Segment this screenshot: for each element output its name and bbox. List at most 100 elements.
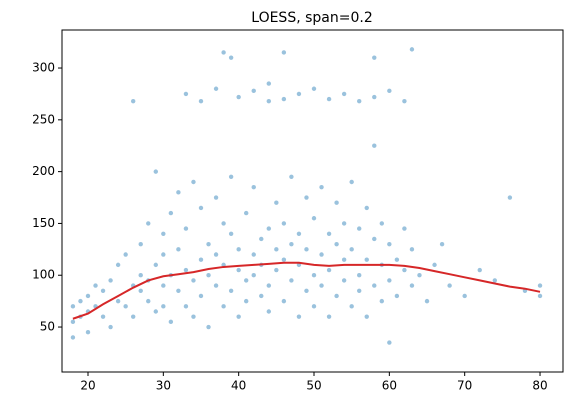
point [477,267,482,273]
point [244,210,249,216]
point [70,319,76,325]
point [357,273,362,278]
point [93,283,98,288]
point [130,98,136,104]
point [123,304,128,309]
point [341,91,347,97]
point [198,98,204,104]
point [387,88,392,94]
point [213,195,219,200]
point [161,304,166,309]
point [244,278,249,283]
point [213,86,219,91]
point [183,91,189,97]
point [379,221,385,226]
point [259,236,264,242]
x-tick-label: 80 [532,379,547,393]
y-tick-label: 250 [32,112,55,126]
point [409,283,415,288]
point [311,304,317,309]
point [349,179,354,185]
point [161,231,166,236]
point [304,195,309,200]
point [191,278,196,283]
point [228,55,234,60]
point [379,298,385,304]
x-tick-label: 30 [156,379,171,393]
point [221,304,226,309]
point [387,278,392,283]
point [251,273,256,278]
point [296,314,302,319]
point [236,314,241,319]
point [138,241,143,247]
point [70,304,76,309]
point [326,314,332,319]
point [266,98,272,104]
point [372,283,377,288]
point [289,241,294,247]
point [402,98,407,104]
x-tick-label: 20 [80,379,95,393]
point [274,267,279,273]
point [387,241,392,247]
y-tick-label: 200 [32,164,55,178]
point [213,252,219,257]
point [228,288,234,293]
point [138,273,143,278]
point [115,262,121,268]
point [266,283,272,288]
point [183,267,189,273]
point [176,288,181,293]
point [507,195,513,200]
x-tick-label: 60 [382,379,397,393]
point [462,293,467,299]
point [85,330,91,335]
point [183,226,189,231]
point [296,91,302,97]
point [85,293,91,299]
point [289,278,294,283]
point [161,283,166,288]
point [357,288,362,293]
point [402,267,407,273]
point [176,190,181,195]
point [259,293,264,299]
point [281,257,287,262]
point [176,247,181,252]
point [123,252,128,257]
point [372,94,377,100]
point [409,47,415,52]
point [372,143,377,148]
point [244,298,249,304]
y-tick-label: 50 [40,320,55,334]
point [100,288,106,293]
point [334,293,339,299]
point [394,293,400,299]
point [108,278,113,283]
point [334,241,339,247]
x-tick-label: 70 [457,379,472,393]
point [70,335,76,340]
point [319,252,324,257]
point [341,221,347,226]
point [100,314,106,319]
point [372,55,377,60]
point [198,205,204,211]
point [191,179,196,185]
point [357,226,362,231]
point [341,278,347,283]
chart-title: LOESS, span=0.2 [251,10,372,26]
point [274,247,279,252]
point [281,221,287,226]
point [206,241,211,247]
point [357,98,362,104]
point [311,86,317,91]
point [153,169,158,174]
point [115,298,121,304]
point [206,324,211,330]
point [168,210,174,216]
point [236,94,241,100]
point [198,257,204,262]
